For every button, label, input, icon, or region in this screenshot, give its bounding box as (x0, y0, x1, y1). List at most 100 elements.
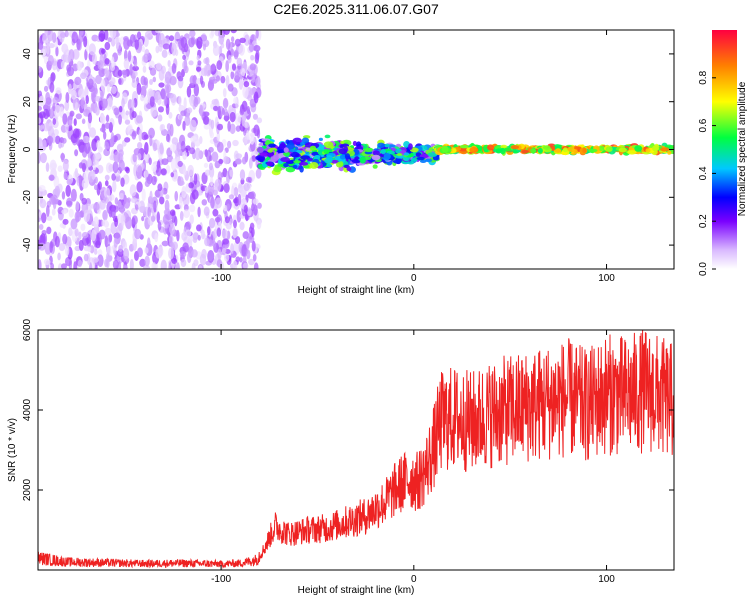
snr-x-label: Height of straight line (km) (298, 585, 415, 596)
heatmap-cell (229, 218, 234, 224)
heatmap-cell (118, 149, 124, 157)
heatmap-cell (189, 119, 197, 132)
heatmap-cell (216, 227, 222, 238)
heatmap-cell (235, 125, 241, 132)
heatmap-cells (38, 30, 674, 269)
heatmap-cell (103, 187, 111, 199)
heatmap-cell (38, 111, 46, 119)
heatmap-cell (180, 110, 187, 117)
heatmap-cell (326, 163, 332, 168)
heatmap-cell (49, 241, 53, 253)
heatmap-cell (71, 31, 79, 44)
colorbar-tick-label: 0.8 (698, 70, 709, 84)
heatmap-cell (131, 215, 138, 225)
heatmap-cell (196, 54, 200, 61)
heatmap-cell (104, 141, 110, 150)
heatmap-cell (239, 257, 243, 263)
heatmap-cell (243, 80, 250, 88)
heatmap-cell (292, 164, 298, 169)
heatmap-cell (194, 147, 201, 161)
heatmap-cell (182, 168, 187, 176)
heatmap-cell (114, 217, 119, 227)
heatmap-cell (94, 95, 102, 102)
heatmap-cell (43, 258, 51, 266)
heatmap-cell (562, 147, 568, 153)
heatmap-cell (225, 74, 230, 88)
heatmap-cell (251, 155, 257, 162)
heatmap-cell (183, 42, 189, 53)
heatmap-cell (169, 75, 177, 86)
x-tick-label: 0 (411, 574, 417, 585)
heatmap-cell (192, 237, 198, 244)
heatmap-cell (38, 259, 42, 269)
heatmap-cell (45, 162, 50, 173)
heatmap-cell (188, 37, 195, 48)
heatmap-cell (110, 77, 116, 85)
heatmap-cell (66, 178, 73, 186)
y-tick-label: -20 (22, 190, 33, 205)
heatmap-cell (183, 97, 187, 110)
heatmap-cell (309, 145, 317, 151)
heatmap-cell (299, 165, 304, 173)
heatmap-cell (243, 182, 250, 192)
heatmap-cell (45, 205, 50, 217)
heatmap-cell (68, 83, 72, 95)
heatmap-cell (229, 169, 234, 177)
heatmap-cell (91, 257, 99, 263)
heatmap-cell (162, 43, 170, 50)
heatmap-cell (143, 169, 149, 178)
heatmap-cell (170, 172, 174, 178)
heatmap-cell (44, 243, 51, 249)
heatmap-cell (104, 227, 112, 236)
heatmap-cell (158, 68, 165, 81)
heatmap-cell (166, 154, 174, 163)
heatmap-cell (243, 136, 248, 146)
heatmap-cell (152, 110, 159, 117)
heatmap-cell (171, 42, 177, 56)
heatmap-cell (152, 142, 158, 152)
heatmap-cell (49, 81, 55, 93)
heatmap-cell (309, 161, 319, 169)
heatmap-cell (230, 243, 234, 255)
heatmap-cell (171, 258, 178, 264)
heatmap-cell (108, 95, 113, 108)
heatmap-cell (93, 216, 100, 228)
heatmap-cell (377, 142, 385, 149)
heatmap-cell (57, 165, 63, 173)
heatmap-cell (104, 122, 110, 130)
heatmap-cell (110, 86, 117, 95)
y-tick-label: 20 (22, 96, 33, 108)
heatmap-cell (241, 67, 246, 77)
heatmap-cell (216, 141, 224, 153)
heatmap-cell (46, 135, 54, 145)
heatmap-cell (201, 199, 208, 206)
heatmap-cell (441, 145, 449, 153)
heatmap-cell (383, 152, 391, 160)
heatmap-cell (70, 218, 78, 230)
x-tick-label: -100 (211, 574, 231, 585)
heatmap-cell (38, 224, 44, 231)
heatmap-cell (212, 105, 219, 112)
heatmap-cell (154, 232, 159, 243)
heatmap-cell (323, 149, 330, 155)
heatmap-cell (144, 247, 149, 254)
heatmap-cell (101, 220, 106, 227)
heatmap-cell (627, 150, 637, 155)
heatmap-cell (456, 147, 462, 151)
snr-y-ticks: 2000 4000 6000 (22, 318, 674, 501)
heatmap-cell (538, 147, 543, 154)
heatmap-cell (148, 157, 152, 166)
heatmap-cell (196, 36, 203, 50)
heatmap-cell (61, 43, 69, 54)
heatmap-cell (134, 204, 139, 210)
heatmap-cell (110, 207, 116, 219)
snr-frame (37, 329, 675, 571)
heatmap-cell (212, 240, 217, 248)
heatmap-cell (70, 89, 77, 100)
heatmap-cell (199, 104, 204, 117)
heatmap-cell (285, 166, 296, 173)
heatmap-cell (62, 218, 69, 225)
heatmap-cell (169, 209, 176, 216)
heatmap-cell (136, 31, 142, 40)
heatmap-cell (259, 158, 264, 163)
